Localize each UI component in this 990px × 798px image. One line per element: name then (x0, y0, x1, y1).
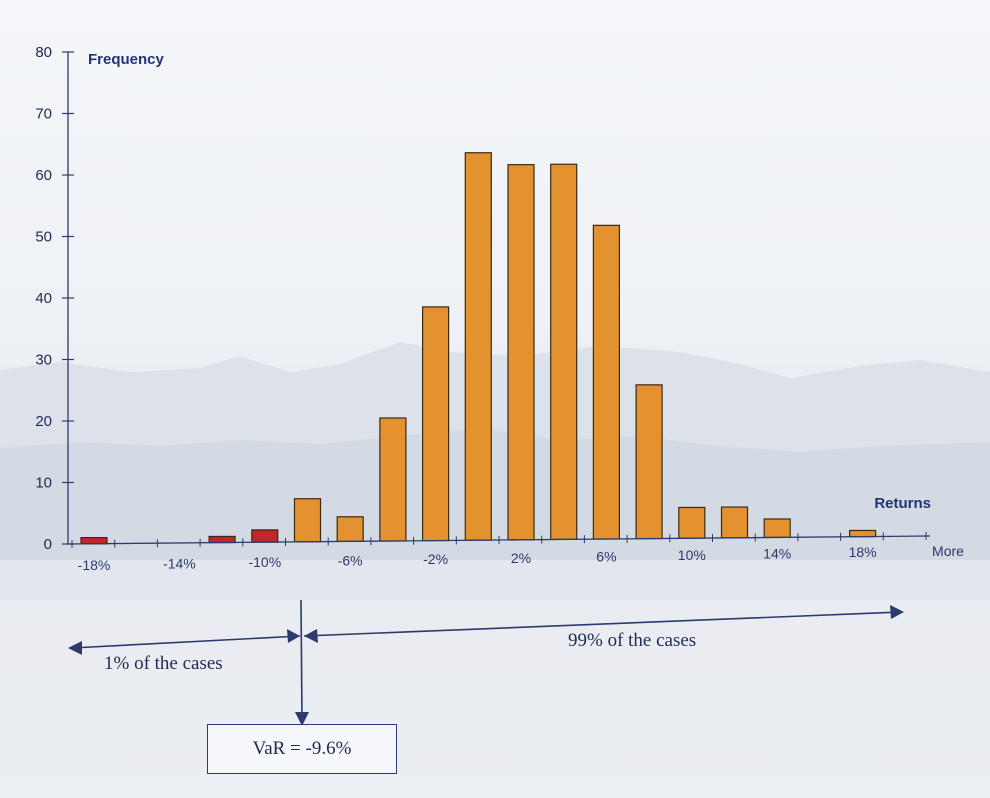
histogram-bar (848, 529, 877, 538)
left-range-arrow (71, 635, 301, 649)
y-axis-title: Frequency (88, 51, 165, 68)
y-tick-label: 0 (44, 536, 52, 553)
histogram-bar (336, 516, 364, 542)
y-tick-label: 20 (35, 413, 52, 430)
var-marker-arrowhead (295, 712, 309, 726)
var-value-box: VaR = -9.6% (207, 724, 397, 774)
left-arrowhead-right (287, 629, 300, 643)
y-tick-label: 60 (35, 167, 52, 184)
y-tick-label: 50 (35, 229, 52, 246)
right-range-label: 99% of the cases (568, 630, 697, 651)
histogram-bar (763, 518, 791, 539)
x-tick-label: More (932, 543, 964, 559)
histogram-bar (379, 417, 407, 542)
histogram-bar (293, 498, 322, 543)
histogram-bar (550, 163, 578, 540)
tail-bar (208, 535, 236, 544)
tail-bar (251, 529, 279, 543)
x-tick-label: -14% (163, 555, 196, 571)
histogram-bar (464, 152, 492, 541)
y-tick-label: 40 (35, 290, 52, 307)
right-arrowhead-right (890, 605, 904, 619)
tail-bar (80, 537, 108, 545)
y-tick-label: 30 (35, 352, 52, 369)
histogram-bar (678, 506, 706, 539)
left-range-label: 1% of the cases (104, 653, 223, 674)
y-tick-label: 80 (35, 44, 52, 61)
y-tick-label: 10 (35, 475, 52, 492)
x-tick-label: 2% (511, 550, 531, 566)
x-tick-label: 14% (763, 546, 791, 562)
histogram-bar (720, 506, 749, 539)
right-range-arrow (303, 611, 903, 637)
x-tick-label: -10% (248, 554, 281, 570)
x-tick-label: 10% (678, 547, 706, 563)
y-tick-label: 70 (35, 106, 52, 123)
histogram-bar (635, 384, 663, 540)
x-tick-label: 6% (596, 548, 616, 564)
right-arrowhead-left (304, 629, 318, 643)
var-marker-line (300, 599, 303, 721)
histogram-bar (592, 224, 621, 540)
x-tick-label: -6% (338, 553, 363, 569)
var-value-label: VaR = -9.6% (252, 738, 352, 759)
histogram-bar (422, 306, 450, 542)
x-axis-title: Returns (874, 495, 931, 512)
x-tick-label: -18% (78, 557, 111, 573)
left-arrowhead-left (68, 641, 82, 655)
histogram-bar (507, 164, 535, 541)
x-tick-label: -2% (423, 551, 448, 567)
x-tick-label: 18% (849, 544, 877, 560)
